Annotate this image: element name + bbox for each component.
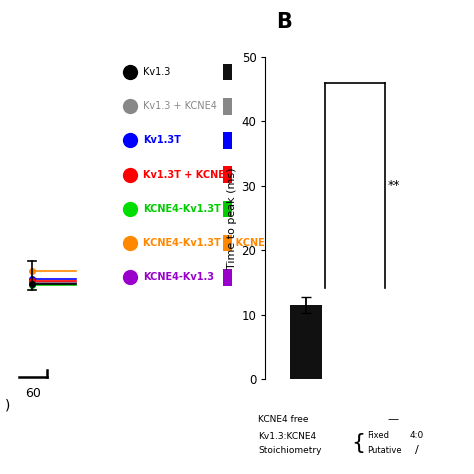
Text: Kv1.3T + KCNE4: Kv1.3T + KCNE4 bbox=[143, 170, 232, 180]
Text: B: B bbox=[276, 12, 292, 32]
Bar bbox=[223, 64, 232, 81]
Text: {: { bbox=[351, 433, 365, 453]
Bar bbox=[223, 166, 232, 183]
Text: **: ** bbox=[388, 179, 400, 191]
Text: ): ) bbox=[4, 399, 10, 413]
Y-axis label: Time to peak (ms): Time to peak (ms) bbox=[228, 167, 237, 269]
Text: Kv1.3T: Kv1.3T bbox=[143, 136, 181, 146]
Bar bbox=[223, 98, 232, 115]
Bar bbox=[223, 201, 232, 217]
Text: KCNE4-Kv1.3T + KCNE4: KCNE4-Kv1.3T + KCNE4 bbox=[143, 238, 272, 248]
Text: 60: 60 bbox=[25, 387, 41, 400]
Text: Putative: Putative bbox=[367, 446, 402, 455]
Bar bbox=[223, 132, 232, 149]
Text: KCNE4-Kv1.3: KCNE4-Kv1.3 bbox=[143, 272, 214, 283]
Text: /: / bbox=[415, 445, 419, 456]
Text: Kv1.3 + KCNE4: Kv1.3 + KCNE4 bbox=[143, 101, 217, 111]
Text: Kv1.3:KCNE4: Kv1.3:KCNE4 bbox=[258, 432, 317, 440]
Text: —: — bbox=[388, 414, 399, 425]
Bar bbox=[290, 305, 322, 379]
Text: KCNE4 free: KCNE4 free bbox=[258, 415, 309, 424]
Text: Fixed: Fixed bbox=[367, 431, 389, 439]
Text: Stoichiometry: Stoichiometry bbox=[258, 446, 322, 455]
Text: Kv1.3: Kv1.3 bbox=[143, 67, 171, 77]
Bar bbox=[223, 269, 232, 286]
Text: KCNE4-Kv1.3T: KCNE4-Kv1.3T bbox=[143, 204, 221, 214]
Bar bbox=[223, 235, 232, 251]
Text: 4:0: 4:0 bbox=[410, 431, 424, 439]
